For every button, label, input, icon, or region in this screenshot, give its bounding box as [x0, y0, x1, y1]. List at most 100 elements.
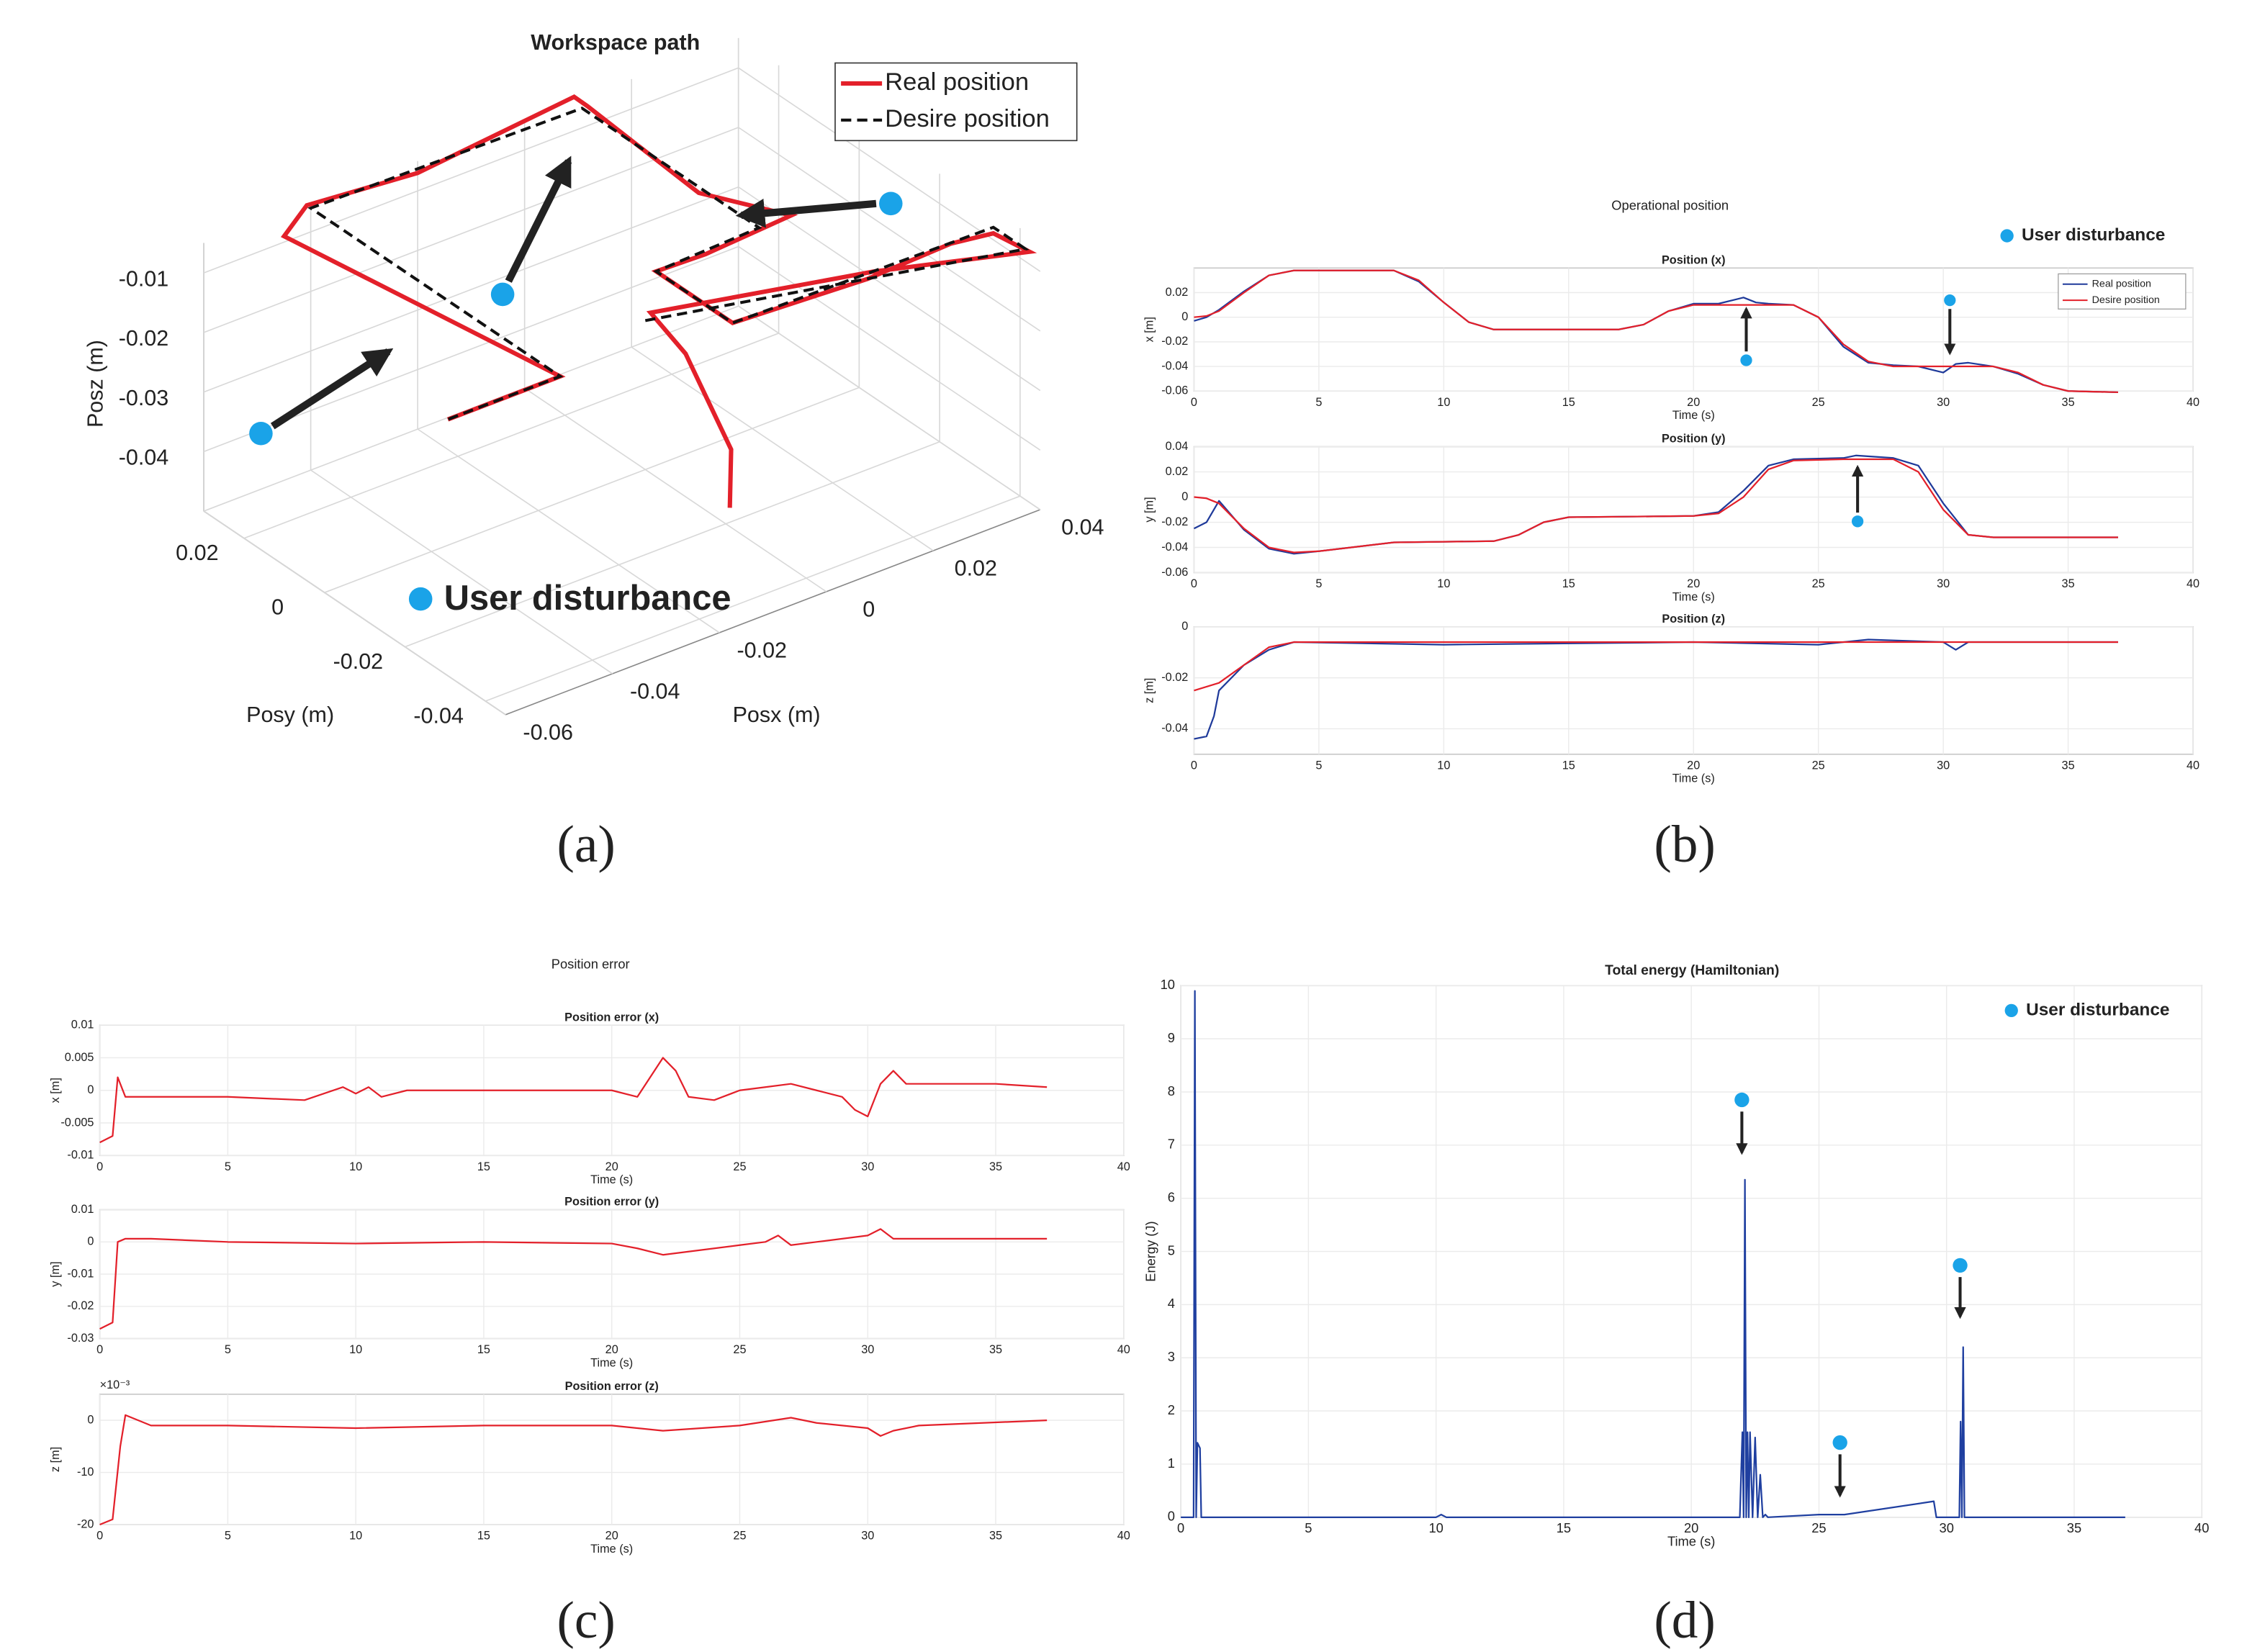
- subplot-title: Position error (z): [565, 1380, 659, 1393]
- x-tick-label: -0.04: [630, 679, 680, 703]
- y-axis-label: x [m]: [1143, 317, 1156, 342]
- y-tick-label: 0: [87, 1235, 94, 1248]
- y-tick-label: 0: [87, 1083, 94, 1096]
- x-tick-label: 40: [2194, 1520, 2209, 1535]
- panel-label: (d): [1654, 1591, 1715, 1649]
- y-tick-label: 0: [1168, 1509, 1175, 1524]
- series-line: [99, 1228, 1048, 1330]
- x-axis-label: Time (s): [590, 1356, 633, 1369]
- series-line: [1181, 990, 2125, 1518]
- y-tick-label: 0: [1181, 310, 1188, 323]
- x-axis-label: Time (s): [590, 1173, 633, 1186]
- x-tick-label: 35: [2062, 396, 2075, 409]
- x-tick-label: 25: [733, 1530, 746, 1543]
- x-axis-label: Time (s): [1672, 409, 1715, 422]
- arrow: [270, 348, 394, 430]
- z-tick-label: -0.02: [119, 326, 169, 351]
- x-tick-label: 10: [349, 1343, 362, 1356]
- legend-box: [834, 62, 1078, 142]
- grid-line: [203, 186, 739, 393]
- x-tick-label: 35: [989, 1160, 1002, 1173]
- x-tick-label: 30: [861, 1530, 874, 1543]
- x-tick-label: 30: [861, 1343, 874, 1356]
- y-tick-label: 4: [1168, 1296, 1175, 1311]
- grid-line: [738, 186, 1041, 392]
- x-tick-label: 5: [1315, 759, 1322, 772]
- x-tick-label: 5: [1315, 577, 1322, 590]
- x-tick-label: 25: [733, 1343, 746, 1356]
- chart-title: Total energy (Hamiltonian): [1605, 963, 1779, 978]
- y-tick-label: -10: [77, 1466, 94, 1479]
- grid-line: [738, 127, 1041, 332]
- y-tick-label: -0.04: [413, 703, 464, 728]
- charts: -0.06 -0.04 -0.02 0 0.02 0.04 -0.04 -0.02 0 0.02 -…: [49, 30, 2210, 1649]
- y-tick-label: -0.02: [1161, 335, 1188, 348]
- subplot-title: Position (x): [1662, 253, 1726, 266]
- axis-line: [505, 509, 1041, 716]
- x-tick-label: 25: [1812, 577, 1825, 590]
- grid-line: [524, 387, 827, 592]
- y-tick-label: 5: [1168, 1242, 1175, 1258]
- dot: [408, 587, 433, 611]
- x-tick-label: 0: [1191, 396, 1197, 409]
- y-tick-label: 7: [1168, 1137, 1175, 1152]
- chart-title: Workspace path: [531, 30, 700, 55]
- arrow: [505, 155, 572, 283]
- x-tick-label: 30: [1937, 577, 1950, 590]
- exponent-label: ×10⁻³: [100, 1378, 130, 1391]
- z-tick-label: -0.04: [119, 446, 169, 470]
- x-axis-label: Time (s): [1672, 590, 1715, 603]
- x-tick-label: 30: [861, 1160, 874, 1173]
- x-tick-label: 40: [2187, 577, 2199, 590]
- dot: [1851, 515, 1864, 528]
- x-tick-label: 15: [477, 1530, 490, 1543]
- x-tick-label: 15: [1562, 577, 1575, 590]
- grid-line: [203, 127, 739, 333]
- dot: [249, 421, 273, 446]
- x-tick-label: 35: [989, 1343, 1002, 1356]
- series-line: [99, 1057, 1048, 1144]
- grid-line: [738, 245, 1041, 451]
- x-tick-label: 15: [1562, 396, 1575, 409]
- x-tick-label: 35: [2062, 577, 2075, 590]
- series-line: [1194, 638, 2118, 740]
- x-tick-label: 5: [1315, 396, 1322, 409]
- annotation: User disturbance: [444, 579, 731, 618]
- y-tick-label: -0.03: [67, 1332, 94, 1345]
- x-axis-label: Posx (m): [733, 703, 821, 727]
- x-tick-label: 20: [605, 1160, 618, 1173]
- x-tick-label: 30: [1940, 1520, 1954, 1535]
- x-tick-label: 40: [1117, 1160, 1130, 1173]
- dot: [2000, 229, 2014, 243]
- grid-line: [631, 346, 934, 551]
- x-tick-label: 15: [1557, 1520, 1571, 1535]
- y-tick-label: 9: [1168, 1030, 1175, 1045]
- legend-box: [2058, 273, 2187, 310]
- z-tick-label: -0.01: [119, 266, 169, 291]
- x-tick-label: 10: [1437, 577, 1450, 590]
- x-tick-label: 40: [2187, 759, 2199, 772]
- series-line: [99, 1414, 1048, 1526]
- dot: [490, 282, 515, 307]
- x-tick-label: 30: [1937, 759, 1950, 772]
- y-tick-label: 0: [87, 1413, 94, 1426]
- y-tick-label: 0.04: [1166, 440, 1189, 453]
- y-tick-label: 0.005: [65, 1051, 94, 1064]
- y-tick-label: 0.02: [1166, 286, 1189, 299]
- x-tick-label: 40: [1117, 1530, 1130, 1543]
- dot: [1832, 1435, 1847, 1450]
- y-tick-label: -0.01: [67, 1267, 94, 1280]
- grid-line: [738, 305, 1041, 510]
- panel-label: (a): [557, 815, 615, 873]
- y-tick-label: 3: [1168, 1349, 1175, 1364]
- x-axis-label: Time (s): [590, 1543, 633, 1556]
- y-tick-label: -0.02: [67, 1299, 94, 1312]
- x-tick-label: 10: [1437, 396, 1450, 409]
- x-tick-label: 25: [733, 1160, 746, 1173]
- y-tick-label: 0.01: [71, 1203, 94, 1216]
- x-tick-label: 25: [1812, 759, 1825, 772]
- dot: [1734, 1092, 1750, 1108]
- y-tick-label: 0.02: [176, 541, 218, 565]
